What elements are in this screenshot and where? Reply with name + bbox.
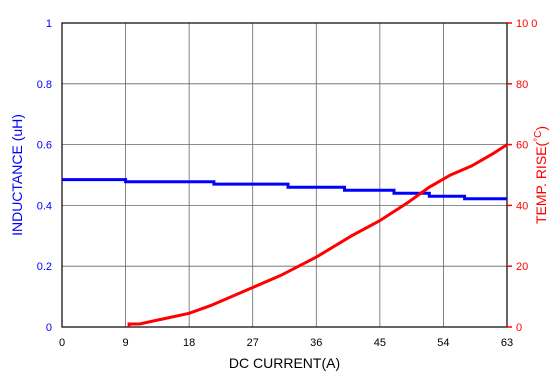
series-layer bbox=[62, 143, 508, 327]
x-tick-label: 18 bbox=[183, 337, 195, 349]
y-right-tick-label: 60 bbox=[516, 140, 528, 152]
y-left-tick-label: 0.8 bbox=[37, 79, 52, 91]
y-right-axis-title-close: ) bbox=[533, 126, 549, 131]
y-left-axis-title: INDUCTANCE (uH) bbox=[9, 114, 25, 236]
y-right-axis-title: TEMP. RISE(°C) bbox=[533, 126, 549, 224]
y-right-axis-title-unit: °C bbox=[533, 131, 544, 142]
x-tick-label: 63 bbox=[501, 337, 513, 349]
y-right-tick-label: 10 0 bbox=[516, 18, 537, 30]
y-left-tick-label: 0.4 bbox=[37, 200, 52, 212]
plot-frame bbox=[61, 22, 508, 328]
y-left-tick-label: 1 bbox=[46, 18, 52, 30]
grid-layer bbox=[62, 23, 507, 327]
y-right-axis-title-main: TEMP. RISE( bbox=[533, 142, 549, 225]
tick-layer: 0 9 18 27 36 45 54 6300.20.40.60.8102040608010 … bbox=[37, 18, 538, 349]
x-tick-label: 36 bbox=[310, 337, 322, 349]
x-tick-label: 0 bbox=[59, 337, 65, 349]
x-tick-label: 45 bbox=[374, 337, 386, 349]
y-right-tick-label: 20 bbox=[516, 261, 528, 273]
y-left-tick-label: 0 bbox=[46, 322, 52, 334]
y-right-tick-label: 80 bbox=[516, 79, 528, 91]
y-right-tick-label: 0 bbox=[516, 322, 522, 334]
y-right-tick-label: 40 bbox=[516, 200, 528, 212]
y-left-tick-label: 0.2 bbox=[37, 261, 52, 273]
temperature-rise-line bbox=[127, 143, 508, 327]
x-axis-title: DC CURRENT(A) bbox=[229, 355, 340, 371]
x-tick-label: 54 bbox=[437, 337, 449, 349]
inductance-line bbox=[62, 178, 507, 201]
x-tick-label: 9 bbox=[123, 337, 129, 349]
y-left-tick-label: 0.6 bbox=[37, 140, 52, 152]
x-tick-label: 27 bbox=[247, 337, 259, 349]
